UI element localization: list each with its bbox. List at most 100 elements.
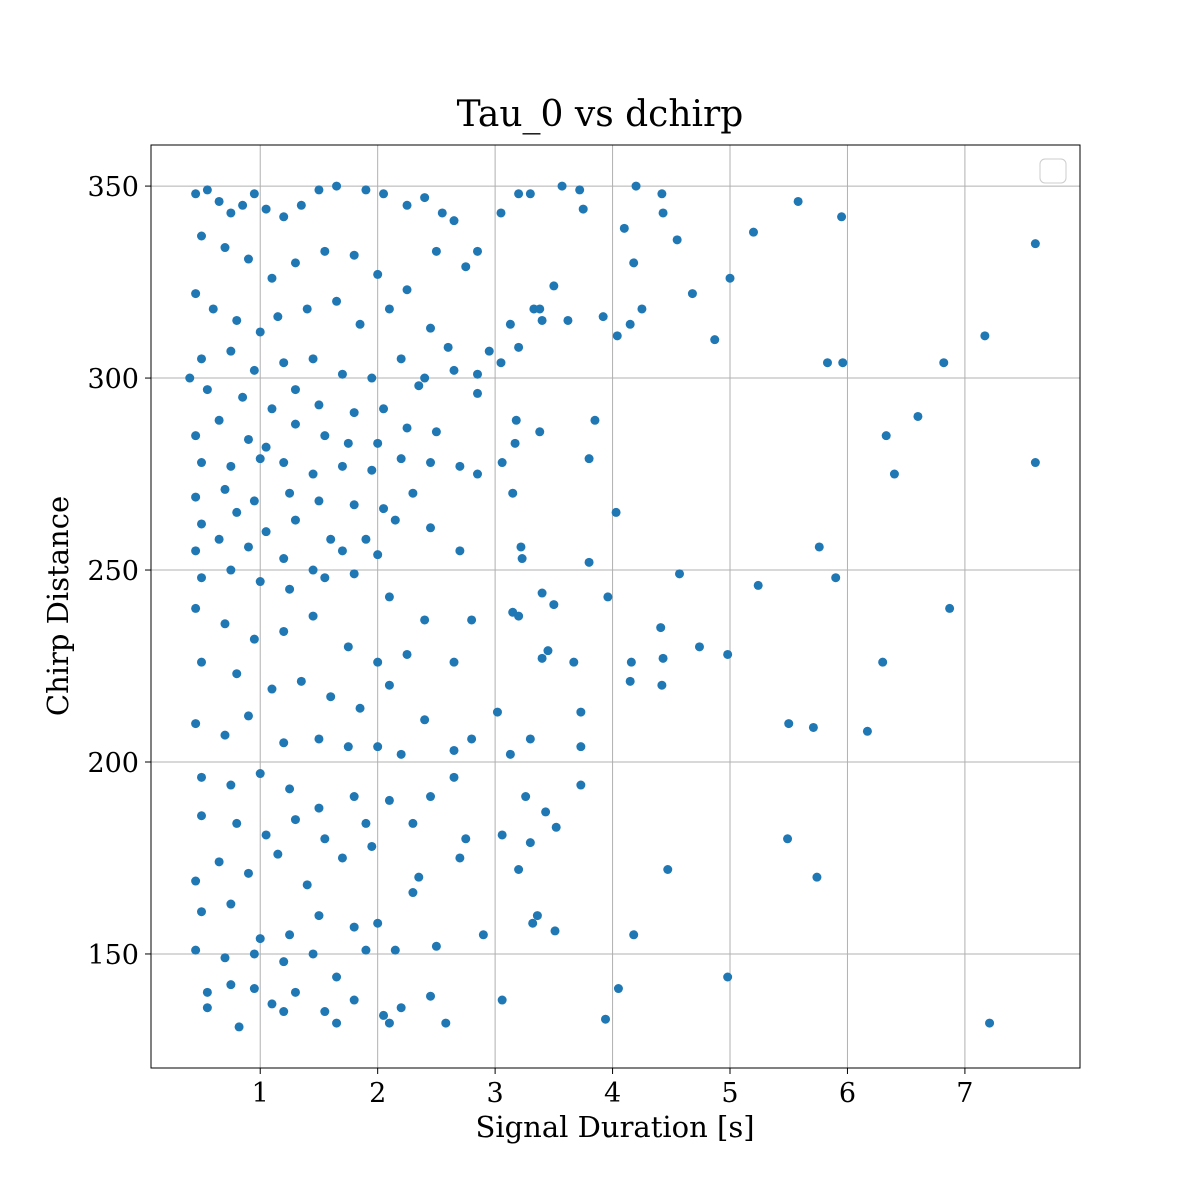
point — [261, 830, 271, 840]
point — [812, 872, 822, 882]
point — [455, 546, 465, 556]
axes: 1 2 3 4 5 6 7 150 200 250 300 350 — [87, 144, 1081, 1109]
point — [226, 899, 236, 909]
y-tick-label: 300 — [87, 364, 139, 395]
point — [191, 189, 201, 199]
point — [537, 315, 547, 325]
point — [279, 957, 289, 967]
point — [326, 534, 336, 544]
point — [402, 200, 412, 210]
point — [308, 611, 318, 621]
point — [314, 803, 324, 813]
point — [243, 711, 253, 721]
y-tick-label: 200 — [87, 748, 139, 779]
point — [598, 312, 608, 322]
point — [379, 404, 389, 414]
point — [214, 857, 224, 867]
point — [373, 550, 383, 560]
point — [332, 181, 342, 191]
point — [249, 949, 259, 959]
point — [308, 354, 318, 364]
point — [220, 953, 230, 963]
point — [505, 319, 515, 329]
point — [535, 304, 545, 314]
point — [349, 500, 359, 510]
point — [197, 354, 207, 364]
point — [672, 235, 682, 245]
point — [279, 626, 289, 636]
point — [238, 392, 248, 402]
point — [232, 315, 242, 325]
point — [619, 223, 629, 233]
point — [576, 780, 586, 790]
point — [255, 577, 265, 587]
point — [202, 1003, 212, 1013]
point — [985, 1018, 995, 1028]
point — [549, 600, 559, 610]
point — [575, 185, 585, 195]
point — [349, 792, 359, 802]
point — [279, 738, 289, 748]
point — [521, 792, 531, 802]
point — [1030, 458, 1040, 468]
point — [191, 876, 201, 886]
legend-box — [1039, 158, 1067, 184]
point — [308, 565, 318, 575]
point — [226, 461, 236, 471]
point — [537, 588, 547, 598]
point — [202, 185, 212, 195]
point — [191, 546, 201, 556]
point — [431, 427, 441, 437]
point — [514, 189, 524, 199]
point — [525, 189, 535, 199]
point — [208, 304, 218, 314]
point — [467, 734, 477, 744]
point — [261, 204, 271, 214]
point — [612, 331, 622, 341]
point — [814, 542, 824, 552]
point — [497, 995, 507, 1005]
y-tick-label: 150 — [87, 940, 139, 971]
point — [543, 646, 553, 656]
point — [569, 657, 579, 667]
x-axis-label: Signal Duration [s] — [475, 1110, 754, 1144]
point — [390, 515, 400, 525]
point — [373, 269, 383, 279]
point — [384, 592, 394, 602]
point — [320, 246, 330, 256]
point — [361, 945, 371, 955]
point — [267, 684, 277, 694]
point — [390, 945, 400, 955]
point — [320, 834, 330, 844]
point — [694, 642, 704, 652]
point — [657, 189, 667, 199]
point — [255, 934, 265, 944]
point — [279, 458, 289, 468]
point — [197, 907, 207, 917]
point — [349, 569, 359, 579]
point — [191, 289, 201, 299]
point — [862, 726, 872, 736]
point — [267, 404, 277, 414]
point — [226, 980, 236, 990]
point — [414, 381, 424, 391]
point — [402, 285, 412, 295]
point — [484, 346, 494, 356]
point — [753, 580, 763, 590]
point — [332, 972, 342, 982]
point — [443, 342, 453, 352]
point — [497, 458, 507, 468]
point — [878, 657, 888, 667]
point — [449, 772, 459, 782]
point — [373, 657, 383, 667]
point — [249, 496, 259, 506]
point — [361, 818, 371, 828]
point — [889, 469, 899, 479]
point — [326, 692, 336, 702]
point — [285, 488, 295, 498]
point — [496, 208, 506, 218]
point — [261, 527, 271, 537]
point — [629, 930, 639, 940]
point — [461, 834, 471, 844]
